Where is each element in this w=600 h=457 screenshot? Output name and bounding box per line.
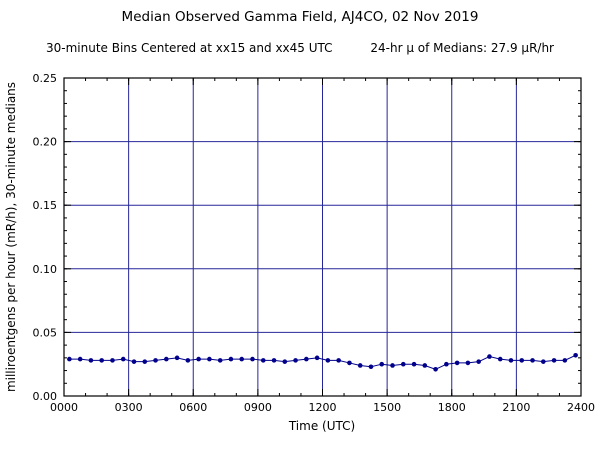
- median-data-point: [530, 358, 535, 363]
- median-data-point: [153, 358, 158, 363]
- median-data-point: [142, 359, 148, 364]
- y-axis-label: milliroentgens per hour (mR/h), 30-minut…: [4, 82, 18, 392]
- plot-layers: 0000 0300 0600 0900 1200 1500 1800 2100 2400 0.00…: [33, 72, 596, 414]
- median-data-point: [239, 356, 245, 362]
- median-data-point: [508, 358, 514, 363]
- median-data-point: [519, 358, 525, 363]
- median-data-point: [368, 364, 374, 370]
- tick-label: 2100: [502, 401, 530, 414]
- median-data-point: [67, 356, 72, 362]
- median-data-point: [411, 361, 417, 367]
- median-data-point: [487, 354, 492, 359]
- tick-label: 0.15: [33, 199, 58, 212]
- tick-label: 0900: [244, 401, 272, 414]
- median-data-point: [77, 356, 83, 362]
- median-data-point: [390, 363, 395, 368]
- median-data-point: [541, 359, 546, 364]
- median-data-point: [164, 356, 169, 362]
- median-data-point: [476, 359, 481, 364]
- tick-label: 0600: [179, 401, 207, 414]
- median-data-point: [88, 358, 94, 363]
- subtitle-mean-text: 24-hr μ of Medians: 27.9 μR/hr: [370, 41, 554, 55]
- median-data-point: [422, 363, 428, 368]
- median-data-point: [131, 359, 137, 364]
- median-data-point: [379, 361, 385, 367]
- median-data-point: [433, 366, 438, 372]
- median-data-point: [228, 356, 234, 362]
- median-data-point: [250, 356, 255, 362]
- tick-label: 1800: [438, 401, 466, 414]
- median-data-point: [551, 358, 557, 363]
- median-data-point: [573, 352, 578, 358]
- chart-subtitle: 30-minute Bins Centered at xx15 and xx45…: [0, 41, 600, 55]
- tick-label: 0.00: [33, 390, 58, 403]
- median-data-point: [120, 356, 126, 362]
- median-data-point: [444, 361, 449, 367]
- tick-label: 0000: [50, 401, 78, 414]
- tick-label: 1500: [373, 401, 401, 414]
- median-data-point: [454, 360, 460, 366]
- median-data-point: [99, 358, 104, 363]
- median-data-point: [217, 358, 223, 363]
- plot-frame: [63, 77, 582, 397]
- tick-label: 2400: [567, 401, 595, 414]
- tick-label: 1200: [309, 401, 337, 414]
- median-data-point: [325, 358, 331, 363]
- tick-label: 0.20: [33, 136, 58, 149]
- chart-title: Median Observed Gamma Field, AJ4CO, 02 N…: [121, 9, 479, 25]
- median-data-point: [282, 359, 288, 364]
- x-axis-label: Time (UTC): [288, 419, 355, 433]
- median-data-point: [347, 360, 352, 366]
- median-data-point: [110, 358, 115, 363]
- median-data-point: [465, 360, 471, 366]
- median-data-point: [174, 355, 180, 361]
- median-data-point: [314, 355, 320, 361]
- median-data-point: [400, 361, 406, 367]
- median-data-point: [304, 356, 309, 362]
- median-data-point: [196, 356, 201, 362]
- median-data-point: [185, 358, 191, 363]
- tick-label: 0.10: [33, 263, 58, 276]
- median-data-point: [562, 358, 568, 363]
- median-data-point: [271, 358, 277, 363]
- median-data-point: [293, 358, 298, 363]
- median-data-point: [357, 363, 363, 368]
- tick-label: 0.25: [33, 72, 58, 85]
- median-data-point: [497, 356, 503, 362]
- subtitle-bins-text: 30-minute Bins Centered at xx15 and xx45…: [45, 41, 333, 55]
- tick-label: 0300: [115, 401, 143, 414]
- median-data-point: [207, 356, 212, 362]
- median-data-point: [336, 358, 341, 363]
- tick-label: 0.05: [33, 326, 58, 339]
- median-data-point: [260, 358, 266, 363]
